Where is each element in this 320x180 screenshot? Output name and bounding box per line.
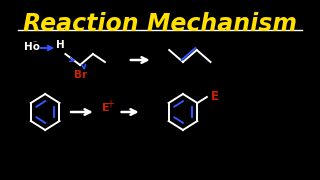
Text: ⁻: ⁻ [32, 39, 36, 48]
Text: E: E [102, 103, 110, 113]
Text: Reaction Mechanism: Reaction Mechanism [23, 12, 297, 36]
Text: +: + [106, 99, 114, 109]
Text: E: E [211, 89, 219, 102]
Text: H: H [56, 40, 65, 50]
Text: Br: Br [75, 70, 88, 80]
Text: Ho: Ho [24, 42, 40, 52]
